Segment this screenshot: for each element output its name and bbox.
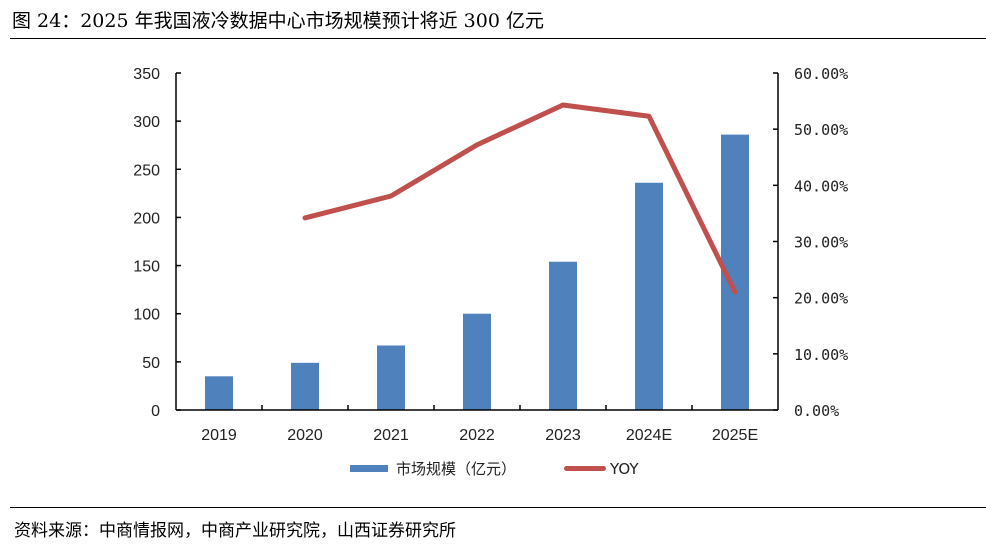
- bar: [549, 261, 577, 410]
- top-rule: [10, 38, 986, 39]
- left-tick-label: 0: [151, 403, 160, 420]
- left-tick-label: 350: [133, 66, 160, 83]
- legend: 市场规模（亿元） YOY: [350, 458, 639, 479]
- legend-bar-label: 市场规模（亿元）: [396, 460, 517, 478]
- legend-line-swatch: [564, 466, 607, 471]
- right-tick-label: 0.00%: [794, 402, 839, 420]
- legend-bar-swatch: [350, 465, 388, 472]
- left-tick-label: 300: [133, 114, 160, 131]
- right-tick-label: 20.00%: [794, 290, 848, 308]
- right-tick-label: 10.00%: [794, 346, 848, 364]
- x-tick-label: 2019: [201, 427, 237, 444]
- right-tick-label: 30.00%: [794, 234, 848, 252]
- x-tick-label: 2025E: [712, 427, 758, 444]
- right-tick-label: 60.00%: [794, 65, 848, 83]
- legend-line-label: YOY: [610, 459, 639, 478]
- chart: 0 50 100 150 200 250 300 350 0.00% 10.00% 20.00% 30…: [133, 65, 848, 444]
- x-tick-label: 2021: [373, 427, 409, 444]
- left-tick-label: 150: [133, 259, 160, 276]
- x-tick-label: 2020: [287, 427, 323, 444]
- bar: [635, 182, 663, 410]
- bar: [205, 376, 233, 410]
- bottom-rule: [10, 507, 986, 508]
- source-note: 资料来源：中商情报网，中商产业研究院，山西证券研究所: [14, 521, 456, 541]
- bar: [377, 345, 405, 410]
- right-tick-label: 50.00%: [794, 121, 848, 139]
- x-tick-label: 2024E: [626, 427, 672, 444]
- bar: [463, 313, 491, 410]
- left-tick-label: 100: [133, 307, 160, 324]
- left-tick-label: 50: [142, 355, 160, 372]
- right-tick-label: 40.00%: [794, 177, 848, 195]
- yoy-line: [302, 102, 738, 295]
- figure-title: 图 24：2025 年我国液冷数据中心市场规模预计将近 300 亿元: [12, 10, 544, 32]
- left-tick-label: 200: [133, 210, 160, 227]
- x-tick-label: 2022: [459, 427, 495, 444]
- left-tick-label: 250: [133, 162, 160, 179]
- x-tick-label: 2023: [545, 427, 581, 444]
- bar: [291, 362, 319, 410]
